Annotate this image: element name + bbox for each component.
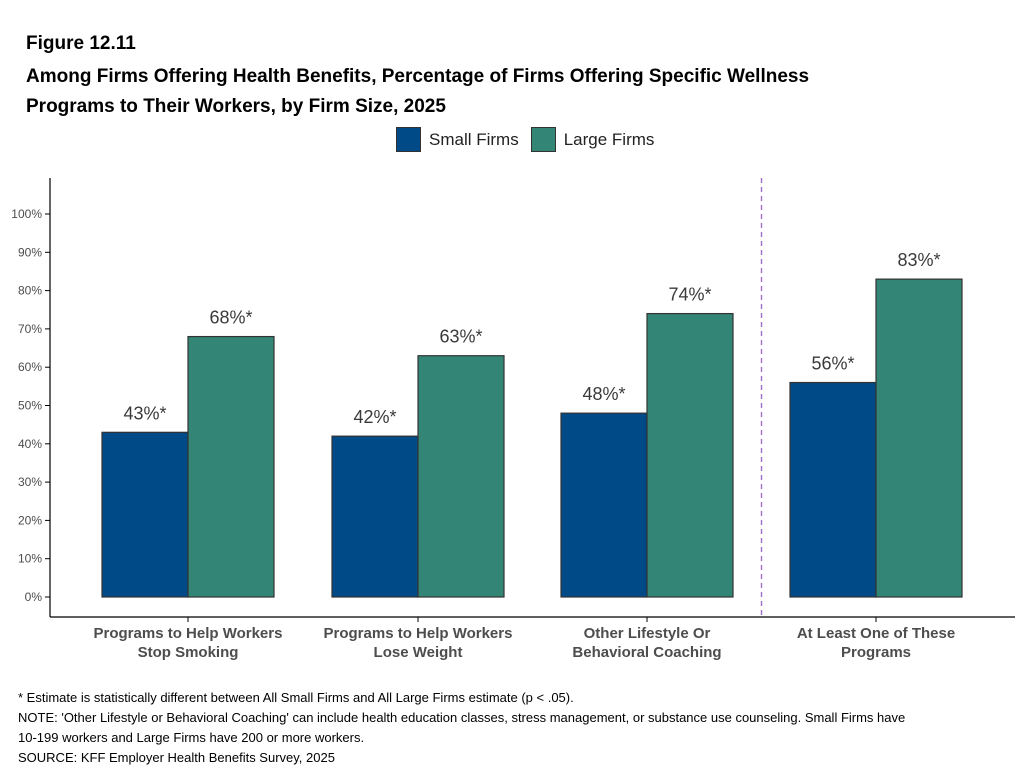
legend-item-large-firms: Large Firms bbox=[530, 127, 655, 152]
x-category-label: Programs to Help Workers bbox=[94, 625, 283, 642]
x-category-label: Other Lifestyle Or bbox=[584, 625, 711, 642]
y-tick-label: 100% bbox=[11, 207, 42, 221]
chart-title: Among Firms Offering Health Benefits, Pe… bbox=[26, 62, 986, 122]
y-tick-label: 20% bbox=[18, 513, 42, 527]
data-label-small-0: 43%* bbox=[123, 403, 166, 423]
bar-large-3 bbox=[875, 278, 963, 598]
footnote-note-continued: 10-199 workers and Large Firms have 200 … bbox=[18, 730, 365, 745]
legend-swatch-small-firms bbox=[396, 127, 421, 152]
y-tick-label: 10% bbox=[18, 552, 42, 566]
x-category-label: Programs bbox=[841, 644, 911, 661]
bar-large-2 bbox=[646, 312, 734, 598]
footnote-source: SOURCE: KFF Employer Health Benefits Sur… bbox=[18, 750, 335, 765]
legend-item-small-firms: Small Firms bbox=[396, 127, 519, 152]
data-label-large-2: 74%* bbox=[668, 285, 711, 305]
footnote-significance: * Estimate is statistically different be… bbox=[18, 690, 574, 705]
x-category-label: Behavioral Coaching bbox=[572, 644, 721, 661]
y-tick-label: 40% bbox=[18, 437, 42, 451]
bar-small-2 bbox=[560, 412, 648, 598]
y-tick-label: 70% bbox=[18, 322, 42, 336]
bar-large-0 bbox=[187, 335, 275, 598]
chart-title-line-2: Programs to Their Workers, by Firm Size,… bbox=[26, 96, 446, 117]
x-category-label: At Least One of These bbox=[797, 625, 955, 642]
y-tick-label: 80% bbox=[18, 284, 42, 298]
y-tick-label: 30% bbox=[18, 475, 42, 489]
bar-chart: 0% 10% 20% 30% 40% 50% 60% 70% 80% 90% 100% 43%* 42%… bbox=[11, 178, 1015, 661]
y-tick-label: 0% bbox=[25, 590, 43, 604]
legend-swatch-large-firms bbox=[530, 127, 556, 152]
legend: Small Firms Large Firms bbox=[396, 127, 666, 152]
data-label-large-0: 68%* bbox=[209, 308, 252, 328]
bar-large-1 bbox=[417, 355, 505, 598]
x-category-label: Stop Smoking bbox=[138, 644, 239, 661]
y-tick-label: 60% bbox=[18, 360, 42, 374]
figure-label: Figure 12.11 bbox=[26, 33, 136, 54]
y-tick-label: 50% bbox=[18, 399, 42, 413]
legend-label-large-firms: Large Firms bbox=[563, 129, 655, 149]
data-label-small-1: 42%* bbox=[353, 407, 396, 427]
y-tick-label: 90% bbox=[18, 245, 42, 259]
data-label-small-2: 48%* bbox=[582, 384, 625, 404]
legend-label-small-firms: Small Firms bbox=[429, 129, 519, 149]
bar-small-3 bbox=[789, 381, 877, 598]
x-category-label: Lose Weight bbox=[374, 644, 463, 661]
x-category-label: Programs to Help Workers bbox=[324, 625, 513, 642]
footnotes: * Estimate is statistically different be… bbox=[18, 688, 1008, 768]
chart-title-line-1: Among Firms Offering Health Benefits, Pe… bbox=[26, 66, 810, 87]
footnote-note: NOTE: 'Other Lifestyle or Behavioral Coa… bbox=[18, 710, 906, 725]
data-label-large-1: 63%* bbox=[439, 327, 482, 347]
data-label-large-3: 83%* bbox=[897, 250, 940, 270]
bar-small-1 bbox=[331, 435, 419, 598]
data-label-small-3: 56%* bbox=[811, 354, 854, 374]
bar-small-0 bbox=[101, 431, 189, 598]
